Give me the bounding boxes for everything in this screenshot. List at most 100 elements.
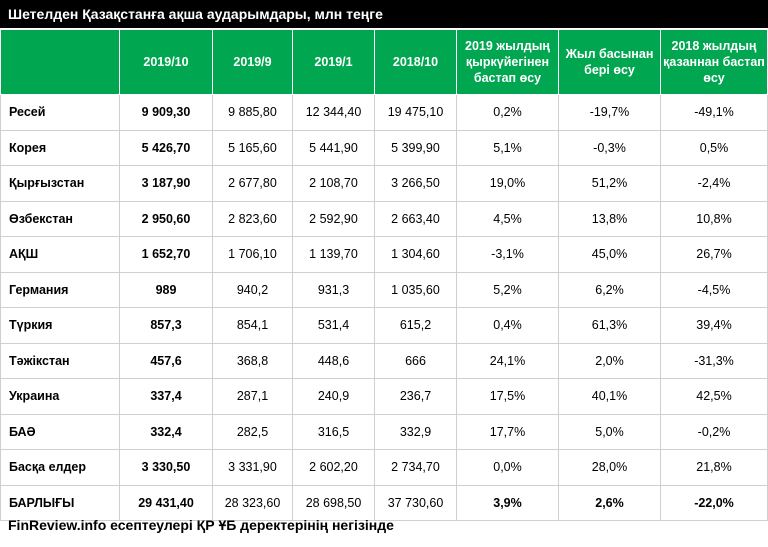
table-row: Түркия 857,3 854,1 531,4 615,2 0,4% 61,3% 39,4%	[0, 307, 768, 344]
value-cell: 21,8%	[660, 449, 768, 486]
source-footer: FinReview.info есептеулері ҚР ҰБ деректе…	[8, 517, 394, 533]
value-cell: 3,9%	[456, 484, 559, 521]
country-cell: Түркия	[0, 307, 120, 344]
value-cell: 10,8%	[660, 200, 768, 237]
value-cell: 282,5	[212, 413, 293, 450]
value-cell: 45,0%	[558, 236, 661, 273]
value-cell: 9 885,80	[212, 94, 293, 131]
value-cell: -0,3%	[558, 129, 661, 166]
value-cell: 368,8	[212, 342, 293, 379]
value-cell: 3 330,50	[119, 449, 213, 486]
value-cell: 2 677,80	[212, 165, 293, 202]
value-cell: 240,9	[292, 378, 375, 415]
value-cell: 989	[119, 271, 213, 308]
value-cell: 2 950,60	[119, 200, 213, 237]
value-cell: -49,1%	[660, 94, 768, 131]
value-cell: 5,0%	[558, 413, 661, 450]
table-title: Шетелден Қазақстанға ақша аударымдары, м…	[0, 0, 768, 28]
value-cell: 2,0%	[558, 342, 661, 379]
table-row: АҚШ 1 652,70 1 706,10 1 139,70 1 304,60 -3,1%…	[0, 236, 768, 273]
value-cell: 13,8%	[558, 200, 661, 237]
value-cell: 236,7	[374, 378, 457, 415]
value-cell: 6,2%	[558, 271, 661, 308]
value-cell: 854,1	[212, 307, 293, 344]
table-row: Корея 5 426,70 5 165,60 5 441,90 5 399,90 5,1…	[0, 129, 768, 166]
value-cell: 9 909,30	[119, 94, 213, 131]
country-cell: Корея	[0, 129, 120, 166]
header-row: 2019/10 2019/9 2019/1 2018/10 2019 жылды…	[0, 29, 768, 95]
country-cell: БАРЛЫҒЫ	[0, 484, 120, 521]
country-cell: Қырғызстан	[0, 165, 120, 202]
header-cell-2019-9: 2019/9	[212, 29, 293, 95]
country-cell: Өзбекстан	[0, 200, 120, 237]
value-cell: 28,0%	[558, 449, 661, 486]
country-cell: Украина	[0, 378, 120, 415]
remittances-table: 2019/10 2019/9 2019/1 2018/10 2019 жылды…	[0, 29, 768, 521]
value-cell: 2 602,20	[292, 449, 375, 486]
value-cell: 0,5%	[660, 129, 768, 166]
value-cell: 332,4	[119, 413, 213, 450]
value-cell: 457,6	[119, 342, 213, 379]
value-cell: 337,4	[119, 378, 213, 415]
header-cell-2018-10: 2018/10	[374, 29, 457, 95]
value-cell: 332,9	[374, 413, 457, 450]
table-row: Қырғызстан 3 187,90 2 677,80 2 108,70 3 266,…	[0, 165, 768, 202]
value-cell: -22,0%	[660, 484, 768, 521]
table-row: Украина 337,4 287,1 240,9 236,7 17,5% 40,1% 42,…	[0, 378, 768, 415]
value-cell: 5,1%	[456, 129, 559, 166]
value-cell: 1 139,70	[292, 236, 375, 273]
value-cell: 19,0%	[456, 165, 559, 202]
value-cell: 857,3	[119, 307, 213, 344]
value-cell: 5,2%	[456, 271, 559, 308]
table-row: Өзбекстан 2 950,60 2 823,60 2 592,90 2 663,4…	[0, 200, 768, 237]
value-cell: 2 663,40	[374, 200, 457, 237]
value-cell: 448,6	[292, 342, 375, 379]
value-cell: 316,5	[292, 413, 375, 450]
value-cell: 3 266,50	[374, 165, 457, 202]
value-cell: 39,4%	[660, 307, 768, 344]
value-cell: 615,2	[374, 307, 457, 344]
value-cell: 61,3%	[558, 307, 661, 344]
value-cell: 28 698,50	[292, 484, 375, 521]
table-row: Басқа елдер 3 330,50 3 331,90 2 602,20 2 734…	[0, 449, 768, 486]
header-cell-2019-1: 2019/1	[292, 29, 375, 95]
value-cell: -0,2%	[660, 413, 768, 450]
value-cell: 12 344,40	[292, 94, 375, 131]
value-cell: 531,4	[292, 307, 375, 344]
country-cell: Ресей	[0, 94, 120, 131]
value-cell: 287,1	[212, 378, 293, 415]
table-row: Германия 989 940,2 931,3 1 035,60 5,2% 6,2% -4,…	[0, 271, 768, 308]
value-cell: 2 823,60	[212, 200, 293, 237]
value-cell: 28 323,60	[212, 484, 293, 521]
value-cell: 37 730,60	[374, 484, 457, 521]
value-cell: 5 165,60	[212, 129, 293, 166]
value-cell: 2 734,70	[374, 449, 457, 486]
value-cell: 5 426,70	[119, 129, 213, 166]
value-cell: -3,1%	[456, 236, 559, 273]
value-cell: 26,7%	[660, 236, 768, 273]
header-cell-2019-10: 2019/10	[119, 29, 213, 95]
value-cell: 0,4%	[456, 307, 559, 344]
value-cell: -2,4%	[660, 165, 768, 202]
value-cell: 2 108,70	[292, 165, 375, 202]
value-cell: 1 304,60	[374, 236, 457, 273]
value-cell: -4,5%	[660, 271, 768, 308]
value-cell: 3 331,90	[212, 449, 293, 486]
header-cell-growth-ytd: Жыл басынан бері өсу	[558, 29, 661, 95]
value-cell: 0,0%	[456, 449, 559, 486]
value-cell: 51,2%	[558, 165, 661, 202]
value-cell: 42,5%	[660, 378, 768, 415]
value-cell: 24,1%	[456, 342, 559, 379]
header-cell-growth-since-oct: 2018 жылдың қазаннан бастап өсу	[660, 29, 768, 95]
value-cell: 931,3	[292, 271, 375, 308]
value-cell: 17,5%	[456, 378, 559, 415]
country-cell: АҚШ	[0, 236, 120, 273]
value-cell: 666	[374, 342, 457, 379]
value-cell: -19,7%	[558, 94, 661, 131]
value-cell: 4,5%	[456, 200, 559, 237]
country-cell: Тәжікстан	[0, 342, 120, 379]
value-cell: 3 187,90	[119, 165, 213, 202]
value-cell: 40,1%	[558, 378, 661, 415]
country-cell: БАӘ	[0, 413, 120, 450]
header-cell-country	[0, 29, 120, 95]
